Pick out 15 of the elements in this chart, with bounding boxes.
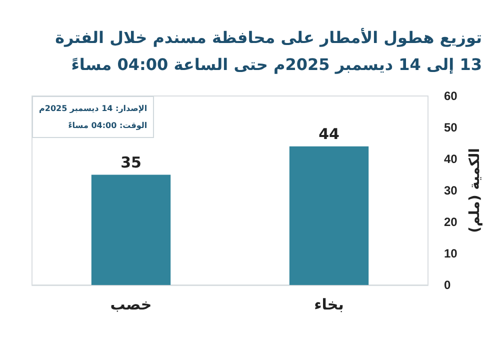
- annotation: الوقت: 04:00 مساءً: [67, 120, 148, 132]
- data-label: 35: [120, 153, 142, 172]
- y-tick-label: 10: [444, 246, 458, 260]
- y-tick-label: 50: [444, 120, 458, 134]
- y-tick-label: 0: [444, 278, 451, 292]
- data-label: 44: [318, 124, 340, 143]
- annotation: الإصدار: 14 ديسمبر 2025م: [39, 103, 148, 115]
- y-tick-label: 40: [444, 152, 458, 166]
- y-tick-label: 20: [444, 215, 458, 229]
- y-tick-label: 30: [444, 184, 458, 198]
- x-tick-label: خصب: [110, 296, 152, 314]
- y-tick-label: 60: [444, 89, 458, 103]
- chart-title: توزيع هطول الأمطار على محافظة مسندم خلال الفترة 13 إلى 14 ديسمبر 2025م حتى الساعة 04:00 مساءً: [54, 26, 482, 76]
- x-tick-label: بخاء: [314, 296, 344, 314]
- y-axis-title: الكمية (ملم): [467, 148, 484, 233]
